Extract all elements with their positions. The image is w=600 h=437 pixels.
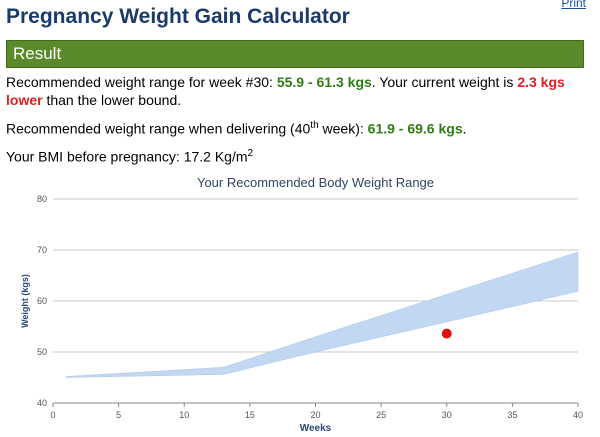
bmi-value: Your BMI before pregnancy: 17.2 Kg/m	[6, 148, 248, 165]
bmi-text: Your BMI before pregnancy: 17.2 Kg/m2	[6, 145, 253, 166]
weight-range-chart: Your Recommended Body Weight Range405060…	[20, 175, 583, 434]
bmi-superscript: 2	[247, 148, 254, 159]
print-link[interactable]: Print	[561, 0, 586, 10]
delivery-range-text: Recommended weight range when delivering…	[6, 117, 467, 138]
x-tick-label: 40	[573, 410, 583, 420]
y-axis-label: Weight (kgs)	[20, 274, 30, 328]
current-weight-prefix: . Your current weight is	[371, 74, 514, 90]
week-range-prefix: Recommended weight range for week #30:	[6, 74, 273, 90]
page-title: Pregnancy Weight Gain Calculator	[6, 5, 350, 28]
x-tick-label: 10	[179, 410, 189, 420]
x-tick-label: 35	[507, 410, 517, 420]
result-heading: Result	[6, 40, 584, 68]
delivery-superscript: th	[310, 120, 319, 131]
x-tick-label: 25	[376, 410, 386, 420]
x-tick-label: 30	[442, 410, 452, 420]
x-tick-label: 20	[310, 410, 320, 420]
week-range-value: 55.9 - 61.3 kgs	[276, 74, 372, 90]
x-tick-label: 15	[245, 410, 255, 420]
chart-title: Your Recommended Body Weight Range	[197, 175, 434, 190]
lower-bound-suffix: than the lower bound.	[46, 92, 182, 108]
x-tick-label: 5	[116, 410, 121, 420]
weight-difference: 2.3 kgs	[517, 74, 565, 90]
y-tick-label: 60	[37, 296, 47, 306]
current-weight-point	[441, 328, 452, 339]
delivery-week-label: week):	[322, 120, 364, 137]
y-tick-label: 40	[37, 398, 47, 408]
delivery-range-value: 61.9 - 69.6 kgs	[367, 120, 463, 137]
y-tick-label: 50	[37, 347, 47, 357]
week-range-text: Recommended weight range for week #30: 5…	[6, 73, 565, 109]
delivery-suffix: .	[462, 120, 467, 137]
recommended-range-band	[65, 251, 579, 378]
y-tick-label: 80	[37, 194, 47, 204]
x-axis-label: Weeks	[300, 423, 332, 434]
x-tick-label: 0	[50, 410, 55, 420]
delivery-prefix: Recommended weight range when delivering…	[6, 120, 311, 137]
y-tick-label: 70	[37, 245, 47, 255]
lower-label: lower	[6, 92, 43, 108]
